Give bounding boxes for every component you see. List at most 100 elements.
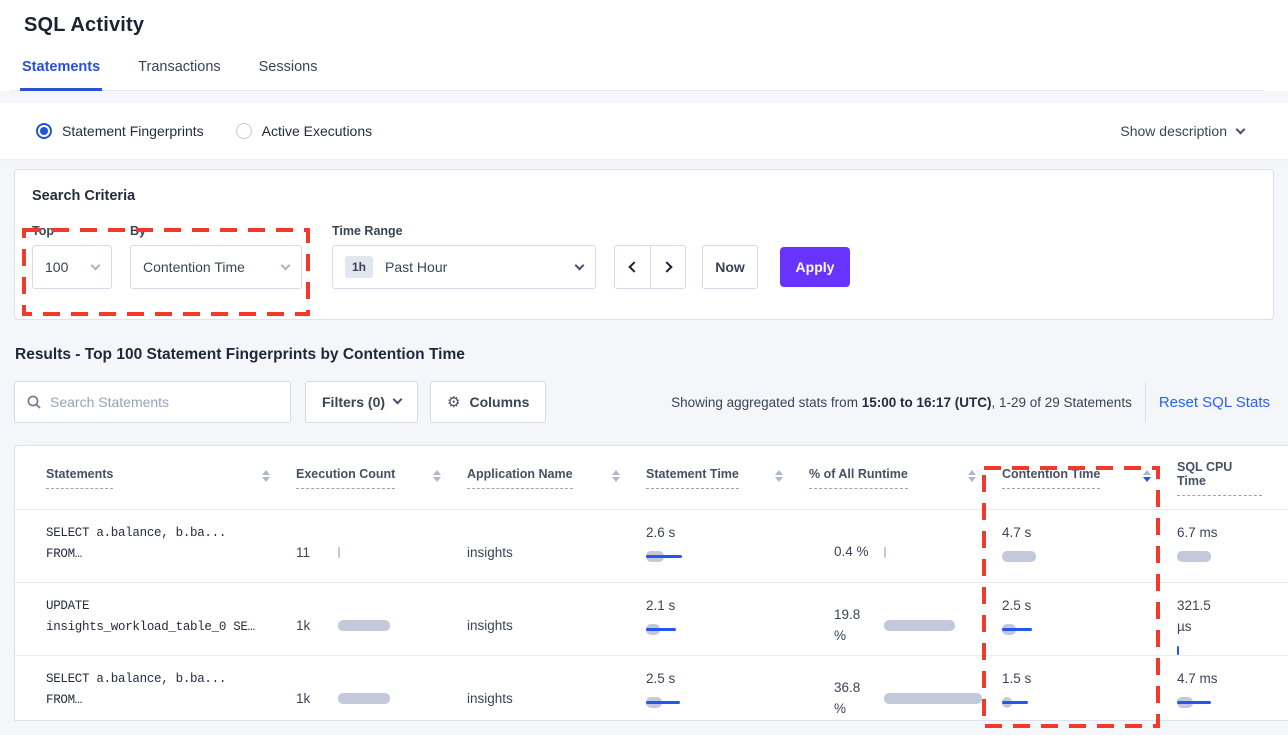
execution-count-bar: [338, 620, 398, 632]
chevron-down-icon: [392, 394, 403, 405]
sql-cpu-time-cell: 321.5 µs: [1177, 596, 1288, 656]
columns-label: Columns: [469, 394, 530, 410]
column-header-pct-all-runtime[interactable]: % of All Runtime: [809, 467, 1002, 489]
radio-statement-fingerprints[interactable]: Statement Fingerprints: [36, 123, 204, 139]
page-title: SQL Activity: [24, 14, 145, 36]
column-header-sql-cpu-time[interactable]: SQL CPU Time: [1177, 460, 1288, 496]
next-time-window-button[interactable]: [650, 246, 685, 288]
time-range-badge: 1h: [345, 256, 374, 278]
column-header-contention-time[interactable]: Contention Time: [1002, 467, 1177, 489]
application-name-cell: insights: [467, 691, 513, 706]
time-range-select[interactable]: 1h Past Hour: [332, 245, 596, 289]
table-row[interactable]: SELECT a.balance, b.ba... FROM… 11 insig…: [15, 510, 1288, 583]
execution-count-cell: 1k: [296, 669, 467, 720]
contention-time-cell: 4.7 s: [1002, 523, 1177, 582]
results-heading: Results - Top 100 Statement Fingerprints…: [15, 346, 465, 363]
divider: [1144, 382, 1146, 422]
radio-selected-icon: [36, 123, 52, 139]
column-header-application-name[interactable]: Application Name: [467, 467, 646, 489]
by-label: By: [130, 224, 146, 238]
pct-runtime-bar: [884, 620, 984, 632]
statement-fingerprint-link[interactable]: UPDATE insights_workload_table_0 SE…: [46, 599, 255, 635]
contention-time-bar: [1002, 623, 1163, 635]
sort-icon: [767, 469, 783, 482]
statement-time-cell: 2.1 s: [646, 596, 809, 656]
aggregated-stats-note: Showing aggregated stats from 15:00 to 1…: [671, 394, 1132, 410]
sql-cpu-time-bar: [1177, 550, 1274, 562]
reset-sql-stats-link[interactable]: Reset SQL Stats: [1158, 393, 1270, 411]
table-row[interactable]: SELECT a.balance, b.ba... FROM… 1k insig…: [15, 656, 1288, 720]
tab-sessions[interactable]: Sessions: [258, 59, 318, 75]
sql-cpu-time-bar: [1177, 696, 1274, 708]
sort-desc-active-icon: [1135, 469, 1151, 482]
previous-time-window-button[interactable]: [615, 246, 650, 288]
tab-statements[interactable]: Statements: [20, 59, 103, 91]
chevron-down-icon: [574, 260, 585, 270]
columns-button[interactable]: ⚙ Columns: [430, 381, 547, 423]
chevron-left-icon: [628, 261, 640, 273]
show-description-label: Show description: [1120, 123, 1227, 139]
column-header-statement-time[interactable]: Statement Time: [646, 467, 809, 489]
execution-count-bar: [338, 693, 398, 704]
contention-time-cell: 2.5 s: [1002, 596, 1177, 656]
statement-fingerprint-link[interactable]: SELECT a.balance, b.ba... FROM…: [46, 672, 227, 708]
gear-icon: ⚙: [447, 394, 461, 411]
radio-label: Active Executions: [261, 123, 373, 139]
main-tabs: Statements Transactions Sessions: [10, 59, 1264, 91]
apply-button[interactable]: Apply: [780, 247, 850, 287]
sort-icon: [604, 469, 620, 482]
statement-time-bar: [646, 623, 795, 635]
pct-runtime-cell: 19.8 %: [809, 596, 1002, 656]
table-header-row: Statements Execution Count Application N…: [15, 446, 1288, 510]
by-select[interactable]: Contention Time: [130, 245, 302, 289]
column-header-statements[interactable]: Statements: [46, 467, 296, 489]
search-icon: [27, 395, 41, 409]
search-statements-input[interactable]: [50, 394, 278, 410]
search-statements-box[interactable]: [14, 381, 291, 423]
statement-time-bar: [646, 696, 795, 708]
application-name-cell: insights: [467, 545, 513, 560]
radio-unselected-icon: [235, 123, 252, 139]
time-window-pager: [614, 245, 686, 289]
chevron-right-icon: [660, 261, 673, 273]
sql-cpu-time-cell: 6.7 ms: [1177, 523, 1288, 582]
top-field: Top 100: [32, 224, 130, 289]
time-range-field: Time Range 1h Past Hour: [332, 224, 614, 289]
contention-time-bar: [1002, 550, 1163, 562]
column-header-execution-count[interactable]: Execution Count: [296, 467, 467, 489]
statements-table: Statements Execution Count Application N…: [14, 445, 1288, 721]
pct-runtime-cell: 0.4 %: [809, 523, 1002, 582]
contention-time-bar: [1002, 696, 1163, 708]
view-mode-bar: Statement Fingerprints Active Executions…: [0, 103, 1288, 159]
tab-transactions[interactable]: Transactions: [138, 59, 221, 75]
search-criteria-panel: Search Criteria Top 100 By Contention Ti…: [14, 169, 1274, 320]
radio-label: Statement Fingerprints: [62, 123, 204, 139]
chevron-down-icon: [1235, 124, 1246, 134]
statement-time-cell: 2.5 s: [646, 669, 809, 720]
time-range-label: Time Range: [332, 224, 403, 238]
results-toolbar: Filters (0) ⚙ Columns Showing aggregated…: [14, 381, 1274, 423]
statement-time-bar: [646, 550, 795, 562]
filters-label: Filters (0): [322, 394, 386, 410]
top-label: Top: [32, 224, 54, 238]
chevron-down-icon: [280, 260, 291, 270]
statement-fingerprint-link[interactable]: SELECT a.balance, b.ba... FROM…: [46, 526, 227, 562]
sort-icon: [425, 469, 441, 482]
execution-count-bar: [338, 547, 398, 558]
sql-cpu-time-bar: [1177, 645, 1274, 656]
filters-button[interactable]: Filters (0): [305, 381, 419, 423]
by-select-value: Contention Time: [143, 259, 245, 275]
top-select[interactable]: 100: [32, 245, 112, 289]
by-field: By Contention Time: [130, 224, 332, 289]
sort-icon: [254, 469, 270, 482]
sql-cpu-time-cell: 4.7 ms: [1177, 669, 1288, 720]
search-criteria-heading: Search Criteria: [32, 188, 136, 204]
show-description-toggle[interactable]: Show description: [1120, 123, 1246, 139]
chevron-down-icon: [90, 260, 101, 270]
execution-count-cell: 11: [296, 523, 467, 582]
time-range-value: Past Hour: [385, 259, 448, 275]
now-button[interactable]: Now: [702, 245, 758, 289]
application-name-cell: insights: [467, 618, 513, 634]
radio-active-executions[interactable]: Active Executions: [235, 123, 373, 139]
table-row[interactable]: UPDATE insights_workload_table_0 SE… 1k …: [15, 583, 1288, 656]
